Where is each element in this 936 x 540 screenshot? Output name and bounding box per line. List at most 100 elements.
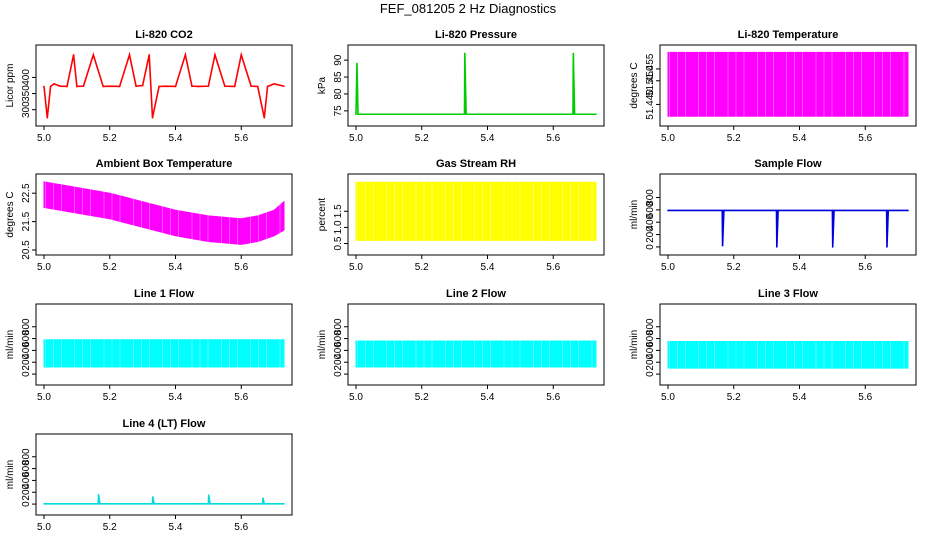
x-tick-label: 5.6: [546, 262, 560, 273]
x-tick-label: 5.2: [415, 262, 429, 273]
y-axis-label: percent: [317, 198, 328, 232]
y-tick-label: 400: [21, 342, 32, 359]
data-point: [66, 85, 68, 88]
y-tick-label: 200: [21, 483, 32, 500]
x-tick-label: 5.0: [37, 133, 51, 144]
y-tick-label: 200: [645, 226, 656, 243]
plot-frame: [35, 44, 293, 127]
y-tick-label: 80: [333, 88, 344, 100]
data-point: [356, 62, 358, 65]
data-layer: [667, 306, 909, 383]
data-point: [43, 85, 45, 88]
data-point: [723, 209, 725, 212]
y-axis-label: degrees C: [5, 191, 16, 237]
data-point: [99, 502, 101, 505]
y-tick-label: 0: [21, 501, 32, 507]
x-tick-label: 5.2: [727, 262, 741, 273]
data-point: [831, 209, 834, 212]
y-tick-label: 20.5: [21, 240, 32, 260]
plot-frame: [347, 173, 605, 256]
data-point: [128, 54, 131, 56]
data-point: [283, 85, 285, 87]
y-tick-label: 90: [333, 54, 344, 66]
y-tick-label: 0: [645, 244, 656, 250]
x-tick-label: 5.4: [793, 133, 807, 144]
chart-panel-5: Gas Stream RH 5.0 5.2 5.4 5.6 0.5 1.0 1.5 percen…: [317, 158, 605, 273]
data-point: [164, 85, 167, 87]
chart-panel-4: Ambient Box Temperature 5.0 5.2 5.4 5.6 20.5 2…: [5, 158, 293, 273]
data-point: [102, 85, 104, 88]
y-tick-label: 1.5: [333, 204, 344, 218]
plot-frame: [659, 44, 917, 127]
y-tick-label: 800: [645, 189, 656, 206]
x-tick-label: 5.0: [37, 522, 51, 533]
x-tick-label: 5.2: [103, 133, 117, 144]
y-axis-label: Licor ppm: [5, 64, 16, 108]
data-point: [358, 113, 361, 116]
y-tick-label: 800: [645, 318, 656, 335]
x-tick-label: 5.2: [415, 133, 429, 144]
y-tick-label: 600: [333, 330, 344, 347]
chart-title: Line 2 Flow: [446, 288, 506, 300]
y-tick-label: 51.440: [645, 89, 656, 120]
y-tick-label: 21.5: [21, 211, 32, 231]
data-point: [207, 502, 210, 505]
y-tick-label: 600: [645, 330, 656, 347]
data-point: [256, 85, 259, 88]
data-point: [263, 116, 266, 119]
data-point: [388, 113, 390, 116]
data-point: [907, 209, 909, 212]
chart-title: Li-820 Temperature: [738, 29, 839, 41]
data-point: [43, 502, 45, 505]
data-point: [273, 83, 275, 85]
chart-title: Ambient Box Temperature: [96, 158, 233, 170]
x-tick-label: 5.0: [37, 262, 51, 273]
data-layer: [43, 176, 285, 253]
y-tick-label: 600: [21, 460, 32, 477]
data-point: [777, 209, 779, 212]
plot-frame: [35, 173, 293, 256]
data-layer: [355, 52, 597, 116]
y-tick-label: 600: [645, 201, 656, 218]
data-point: [59, 85, 62, 87]
x-tick-label: 5.6: [858, 133, 872, 144]
data-point: [224, 85, 226, 87]
series-line: [43, 51, 285, 118]
x-tick-label: 5.0: [349, 133, 363, 144]
plot-frame: [35, 303, 293, 386]
data-point: [151, 502, 154, 505]
y-tick-label: 22.5: [21, 183, 32, 203]
data-point: [118, 85, 121, 88]
y-tick-label: 800: [333, 318, 344, 335]
x-tick-label: 5.6: [546, 392, 560, 403]
x-tick-label: 5.2: [103, 262, 117, 273]
data-point: [97, 502, 100, 505]
y-tick-label: 300: [21, 101, 32, 118]
data-point: [261, 502, 264, 505]
data-layer: [43, 493, 285, 505]
data-band: [667, 51, 909, 117]
y-axis-label: ml/min: [629, 200, 640, 229]
x-tick-label: 5.0: [349, 392, 363, 403]
y-axis-label: degrees C: [629, 62, 640, 108]
y-tick-label: 400: [21, 69, 32, 86]
data-layer: [43, 51, 285, 119]
data-point: [885, 209, 888, 212]
x-tick-label: 5.6: [234, 522, 248, 533]
data-point: [76, 85, 78, 88]
x-tick-label: 5.6: [858, 392, 872, 403]
data-point: [191, 85, 193, 87]
x-tick-label: 5.2: [103, 522, 117, 533]
x-tick-label: 5.2: [415, 392, 429, 403]
data-point: [886, 246, 888, 248]
y-axis-label: ml/min: [317, 330, 328, 359]
plot-frame: [347, 303, 605, 386]
x-tick-label: 5.0: [349, 262, 363, 273]
data-point: [667, 209, 669, 212]
chart-title: Gas Stream RH: [436, 158, 516, 170]
data-point: [184, 54, 187, 56]
x-tick-label: 5.4: [169, 392, 183, 403]
